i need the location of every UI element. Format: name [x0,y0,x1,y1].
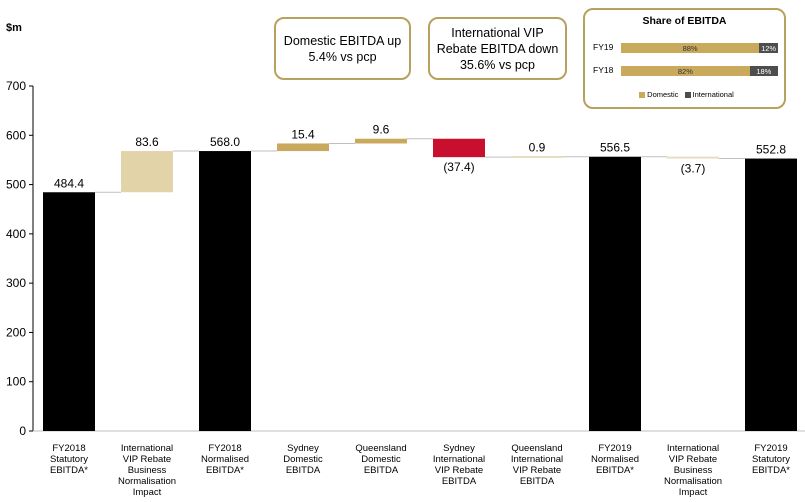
legend-label-international: International [692,90,734,99]
share-row-fy18: FY18 82% 18% [589,65,778,76]
international-ebitda-callout: International VIP Rebate EBITDA down 35.… [428,17,567,80]
data-label: (37.4) [443,160,474,174]
share-of-ebitda-inset: Share of EBITDA FY19 88% 12% FY18 82% 18… [583,8,786,109]
bar [121,151,173,193]
y-tick-label: 500 [6,178,26,192]
category-label: FY2018 Statutory EBITDA* [50,443,88,476]
bar [355,138,407,144]
y-tick-label: 400 [6,227,26,241]
y-tick-label: 600 [6,128,26,142]
legend-swatch-domestic [639,92,646,99]
data-label: 556.5 [600,141,630,155]
legend-label-domestic: Domestic [647,90,679,99]
y-tick-label: 700 [6,79,26,93]
y-tick-label: 0 [19,424,26,438]
share-legend: Domestic International [585,90,784,99]
share-bar-fy19: 88% 12% [621,43,778,53]
category-label: International VIP Rebate Business Normalisa… [664,443,722,498]
y-tick-label: 200 [6,325,26,339]
data-label: 484.4 [54,176,84,190]
domestic-ebitda-callout: Domestic EBITDA up 5.4% vs pcp [274,17,411,80]
category-label: FY2018 Normalised EBITDA* [201,443,249,476]
share-row-label: FY19 [593,42,614,52]
data-label: 552.8 [756,143,786,157]
data-label: (3.7) [681,162,706,176]
share-segment-international: 12% [759,43,778,53]
data-label: 0.9 [529,141,546,155]
bar [43,192,95,431]
share-row-label: FY18 [593,65,614,75]
category-label: Sydney Domestic EBITDA [283,443,323,476]
category-label: Queensland Domestic EBITDA [355,443,406,476]
share-segment-domestic: 82% [621,66,750,76]
share-segment-international: 18% [749,66,778,76]
legend-swatch-international [684,92,691,99]
y-tick-label: 100 [6,375,26,389]
category-label: FY2019 Statutory EBITDA* [752,443,790,476]
category-label: International VIP Rebate Business Normalisa… [118,443,176,498]
share-of-ebitda-title: Share of EBITDA [642,15,727,27]
bar [199,151,251,432]
share-bar-fy18: 82% 18% [621,66,778,76]
y-axis-unit-label: $m [6,22,22,34]
data-label: 15.4 [291,127,315,141]
data-label: 568.0 [210,135,240,149]
category-label: FY2019 Normalised EBITDA* [591,443,639,476]
share-segment-domestic: 88% [621,43,760,53]
bar [511,155,563,158]
category-label: Queensland International VIP Rebate EBITDA [511,443,563,487]
data-label: 9.6 [373,123,390,137]
bar [277,143,329,152]
data-label: 83.6 [135,135,159,149]
y-tick-label: 300 [6,276,26,290]
category-label: Sydney International VIP Rebate EBITDA [433,443,485,487]
share-row-fy19: FY19 88% 12% [589,42,778,53]
bar [745,158,797,431]
bar [433,138,485,158]
bar [589,156,641,431]
bar [667,156,719,159]
